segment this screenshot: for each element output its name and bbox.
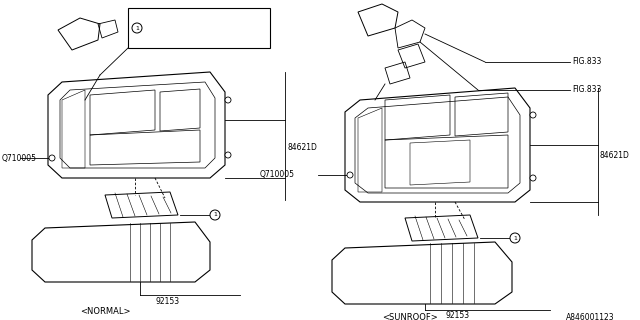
Text: <NORMAL>: <NORMAL> (80, 308, 131, 316)
Text: 92153: 92153 (445, 311, 469, 320)
Bar (128, 8, 270, 48)
Text: 92153: 92153 (155, 298, 179, 307)
Text: 1: 1 (213, 212, 217, 218)
Circle shape (530, 112, 536, 118)
Text: 1: 1 (513, 236, 517, 241)
Text: 84920G*A(0902- ): 84920G*A(0902- ) (146, 30, 216, 39)
Circle shape (132, 23, 142, 33)
Text: 84920G*B( -0902): 84920G*B( -0902) (146, 17, 216, 26)
Text: 84621D: 84621D (288, 143, 318, 153)
Text: FIG.833: FIG.833 (572, 85, 602, 94)
Circle shape (347, 172, 353, 178)
Text: Q710005: Q710005 (2, 154, 37, 163)
Circle shape (510, 233, 520, 243)
Text: <SUNROOF>: <SUNROOF> (382, 314, 438, 320)
Circle shape (225, 152, 231, 158)
Text: FIG.833: FIG.833 (572, 58, 602, 67)
Circle shape (49, 155, 55, 161)
Text: A846001123: A846001123 (566, 314, 615, 320)
Circle shape (225, 97, 231, 103)
Text: Q710005: Q710005 (260, 171, 295, 180)
Text: 1: 1 (135, 26, 139, 30)
Circle shape (210, 210, 220, 220)
Text: 84621D: 84621D (600, 150, 630, 159)
Circle shape (530, 175, 536, 181)
